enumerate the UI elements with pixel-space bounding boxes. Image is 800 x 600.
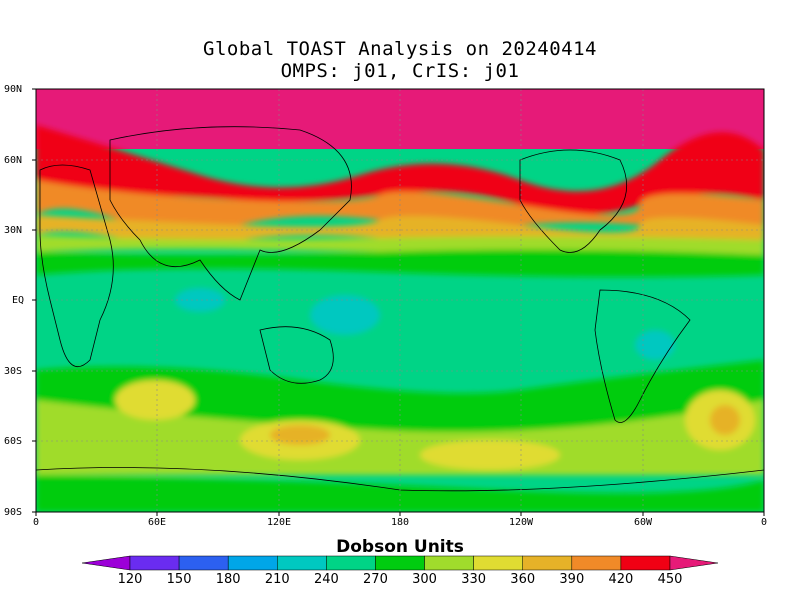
band-antarctic (36, 475, 764, 512)
colorbar-tick-label: 180 (215, 572, 241, 587)
lon-label: 180 (390, 517, 410, 528)
patch-yellow-spacific (420, 440, 560, 470)
colorbar-segment (522, 555, 573, 571)
colorbar-segment (473, 555, 523, 571)
lon-label: 0 (760, 517, 768, 528)
map-title: Global TOAST Analysis on 20240414 (203, 38, 597, 60)
lat-label: 30N (4, 225, 23, 236)
colorbar-title: Dobson Units (336, 537, 464, 557)
colorbar-tick-label: 210 (264, 572, 290, 587)
patch-yellow-sindian (115, 380, 195, 420)
colorbar-segment (326, 555, 376, 571)
patch-orange-tasman (270, 425, 330, 445)
colorbar-tick-label: 120 (117, 572, 143, 587)
colorbar-segment (669, 555, 719, 571)
colorbar-tick-label: 150 (166, 572, 192, 587)
colorbar-tick-label: 450 (657, 572, 683, 587)
lat-label: 90S (4, 507, 23, 518)
colorbar-segment (81, 555, 131, 571)
colorbar-tick-label: 420 (608, 572, 634, 587)
band-north-green (36, 249, 764, 277)
lon-label: 60W (633, 517, 653, 528)
lat-label: 60S (4, 436, 23, 447)
patch-cyan-indian (175, 288, 225, 312)
patch-cyan-samerica (635, 330, 675, 360)
lat-label: EQ (12, 295, 25, 306)
map-subtitle: OMPS: j01, CrIS: j01 (280, 60, 520, 82)
colorbar-segment (571, 555, 622, 571)
colorbar-tick-label: 240 (313, 572, 339, 587)
colorbar-tick-label: 330 (461, 572, 487, 587)
patch-orange-satlantic (710, 405, 740, 435)
colorbar-segment (277, 555, 327, 571)
lon-label: 120E (266, 517, 292, 528)
colorbar-segment (620, 555, 671, 571)
lon-label: 0 (32, 517, 40, 528)
colorbar-tick-label: 390 (559, 572, 585, 587)
gridlines (36, 89, 764, 512)
lat-label: 30S (4, 366, 23, 377)
colorbar-tick-label: 360 (510, 572, 536, 587)
lat-label: 60N (4, 155, 23, 166)
colorbar-segment (424, 555, 474, 571)
lon-label: 60E (147, 517, 167, 528)
band-south-lime (36, 400, 764, 475)
colorbar-segment (129, 555, 180, 571)
patch-cyan-pacific (310, 295, 380, 335)
colorbar-segment (178, 555, 229, 571)
lon-label: 120W (508, 517, 534, 528)
colorbar-tick-label: 270 (363, 572, 388, 587)
lat-label: 90N (4, 84, 23, 95)
colorbar-tick-label: 300 (412, 572, 437, 587)
colorbar-segment (375, 555, 425, 571)
axis-ticks (32, 88, 765, 516)
colorbar-segment (227, 555, 278, 571)
